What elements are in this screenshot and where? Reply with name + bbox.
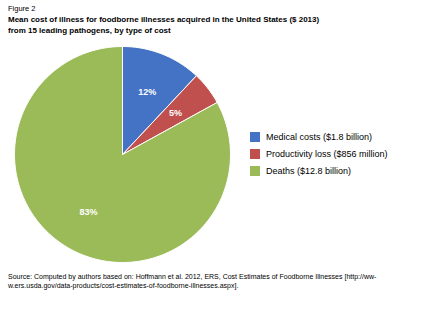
html-text:Source: Computed by authors ba: Source: Computed by authors based on: Ho… <box>8 273 377 280</box>
html-text:Figure 2: Figure 2 <box>8 4 36 13</box>
html-text:Deaths ($12.8 billion): Deaths ($12.8 billion) <box>266 166 352 176</box>
html-text:Mean cost of illness for foodb: Mean cost of illness for foodborne illne… <box>8 15 320 24</box>
svg-text:5%: 5% <box>169 108 182 118</box>
svg-text:12%: 12% <box>138 87 156 97</box>
html-text:Productivity loss ($856 millio: Productivity loss ($856 million) <box>266 149 388 159</box>
svg-text:83%: 83% <box>79 207 97 217</box>
html-text:Medical costs ($1.8 billion): Medical costs ($1.8 billion) <box>266 132 372 142</box>
html-text:w.ers.usda.gov/data-products/c: w.ers.usda.gov/data-products/cost-estima… <box>8 282 239 289</box>
html-text:from 15 leading pathogens, by: from 15 leading pathogens, by type of co… <box>8 26 171 35</box>
